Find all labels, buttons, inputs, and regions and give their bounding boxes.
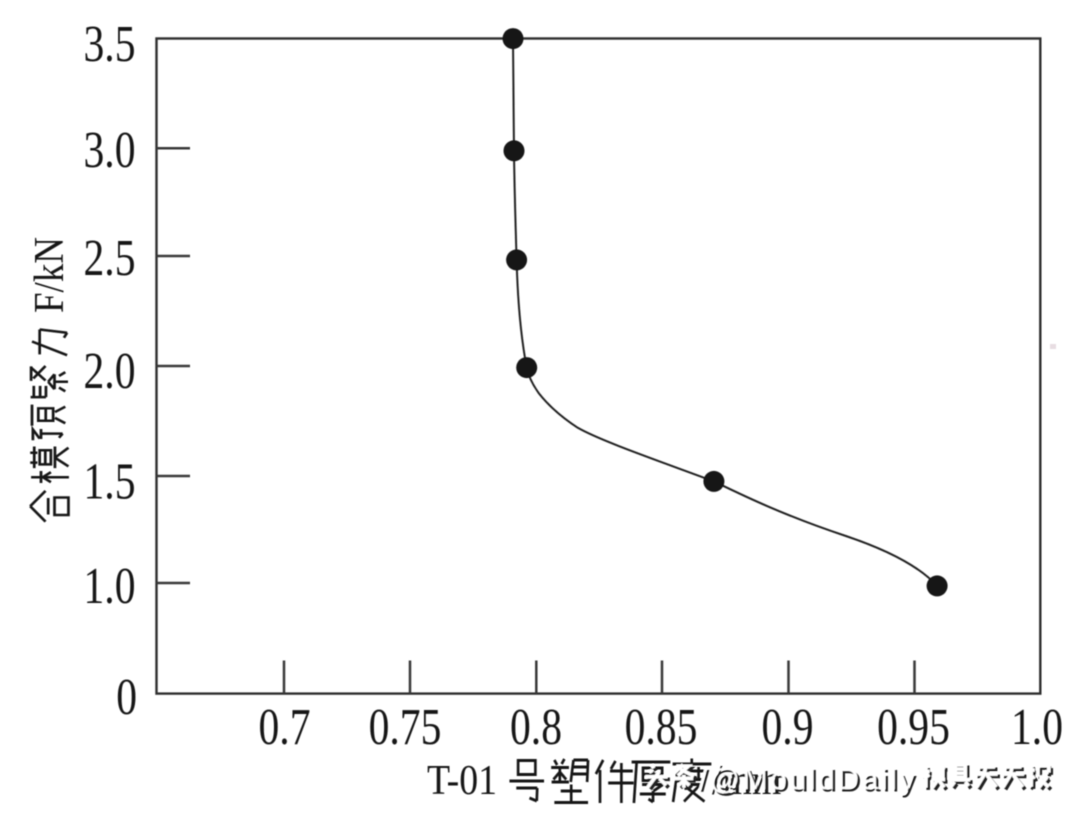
svg-text:3.0: 3.0 [84,122,136,179]
svg-text:T-01: T-01 [427,756,497,803]
svg-text:2.0: 2.0 [84,343,136,400]
svg-text:1.5: 1.5 [84,453,136,510]
svg-text:0.85: 0.85 [625,699,698,756]
svg-text:0.95: 0.95 [877,699,950,756]
svg-text:0: 0 [116,669,137,726]
svg-text:3.5: 3.5 [84,16,136,73]
svg-text:0.7: 0.7 [259,699,311,756]
svg-text:0.8: 0.8 [510,699,562,756]
svg-text:F/kN: F/kN [26,237,73,313]
svg-text:1.0: 1.0 [1011,699,1063,756]
svg-text:0.75: 0.75 [369,699,442,756]
svg-text:1.0: 1.0 [84,558,136,615]
svg-text:2.5: 2.5 [84,230,136,287]
svg-text:0.9: 0.9 [762,699,814,756]
